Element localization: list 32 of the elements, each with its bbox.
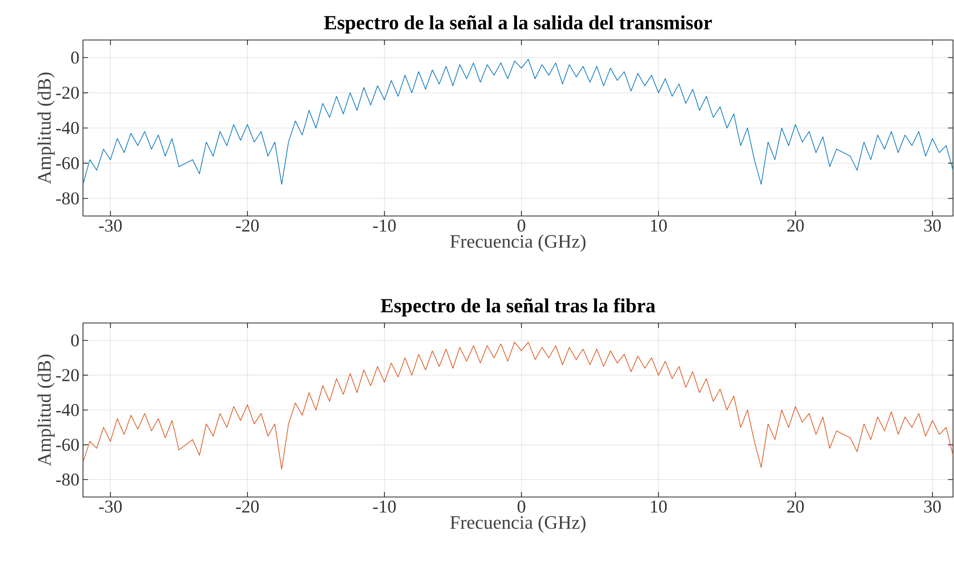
line-series	[83, 342, 954, 470]
y-tick-label: 0	[71, 52, 79, 64]
x-tick-label: 10	[651, 500, 667, 513]
y-tick-label: -20	[56, 86, 79, 99]
x-tick-label: 10	[651, 220, 667, 232]
x-axis-title: Frecuencia (GHz)	[450, 516, 586, 533]
y-tick-label: -40	[56, 404, 79, 416]
x-tick-label: 0	[518, 500, 526, 513]
y-tick-label: -80	[56, 474, 79, 486]
x-tick-label: -10	[373, 220, 396, 232]
y-tick-label: -20	[56, 369, 79, 382]
chart-title: Espectro de la señal a la salida del transmisor	[324, 15, 712, 34]
x-axis-title: Frecuencia (GHz)	[450, 234, 586, 252]
x-tick-label: 20	[787, 500, 804, 513]
y-tick-label: -80	[56, 192, 79, 204]
x-tick-label: -20	[236, 500, 259, 513]
x-tick-label: -10	[373, 500, 396, 513]
x-tick-label: -30	[99, 220, 122, 232]
y-tick-label: 0	[71, 334, 79, 346]
y-tick-label: -40	[56, 122, 79, 134]
x-tick-label: 0	[518, 220, 526, 232]
x-tick-label: 30	[924, 220, 941, 232]
y-tick-label: -60	[56, 157, 79, 170]
x-tick-label: 30	[924, 500, 941, 513]
y-axis-title: Amplitud (dB)	[37, 354, 55, 466]
x-tick-label: 20	[787, 220, 804, 232]
x-tick-label: -20	[236, 220, 259, 232]
y-tick-label: -60	[56, 438, 79, 451]
y-axis-title: Amplitud (dB)	[37, 72, 55, 184]
chart-title: Espectro de la señal tras la fibra	[380, 298, 656, 317]
x-tick-label: -30	[99, 500, 122, 513]
line-series	[83, 59, 954, 185]
